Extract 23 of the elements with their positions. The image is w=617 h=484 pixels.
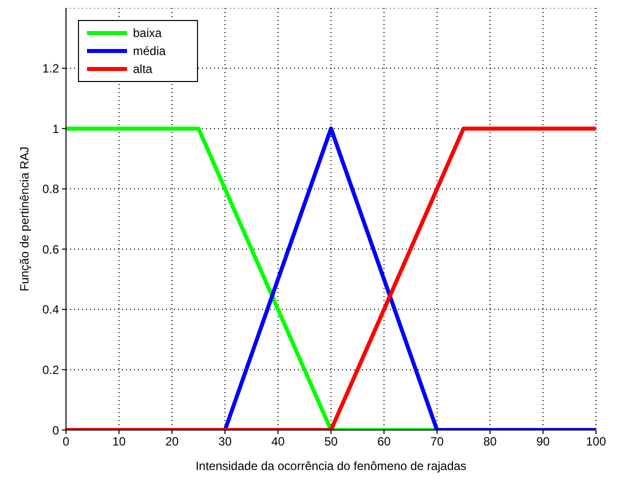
x-tick-label: 70 [430, 434, 444, 449]
x-tick-label: 90 [536, 434, 550, 449]
x-tick-label: 100 [586, 434, 606, 449]
x-tick-label: 20 [165, 434, 179, 449]
legend-label: alta [133, 62, 152, 76]
y-tick-label: 0 [52, 423, 60, 438]
x-tick-label: 40 [271, 434, 285, 449]
x-tick-label: 0 [62, 434, 70, 449]
x-tick-label: 10 [112, 434, 126, 449]
legend-label: média [133, 44, 166, 58]
y-axis-title: Função de pertinência RAJ [17, 146, 32, 292]
legend-label: baixa [133, 26, 162, 40]
y-tick-label: 0.2 [42, 362, 60, 377]
x-axis-title: Intensidade da ocorrência do fenômeno de rajadas [196, 459, 466, 473]
y-tick-label: 1 [52, 122, 60, 136]
y-tick-label: 0.8 [42, 182, 60, 196]
x-tick-label: 50 [324, 434, 338, 449]
x-tick-label: 60 [377, 434, 391, 449]
y-tick-label: 0.4 [42, 302, 60, 317]
y-tick-label: 1.2 [42, 62, 60, 76]
x-tick-label: 30 [218, 434, 232, 449]
y-tick-label: 0.6 [42, 242, 60, 256]
x-tick-label: 80 [483, 434, 497, 449]
